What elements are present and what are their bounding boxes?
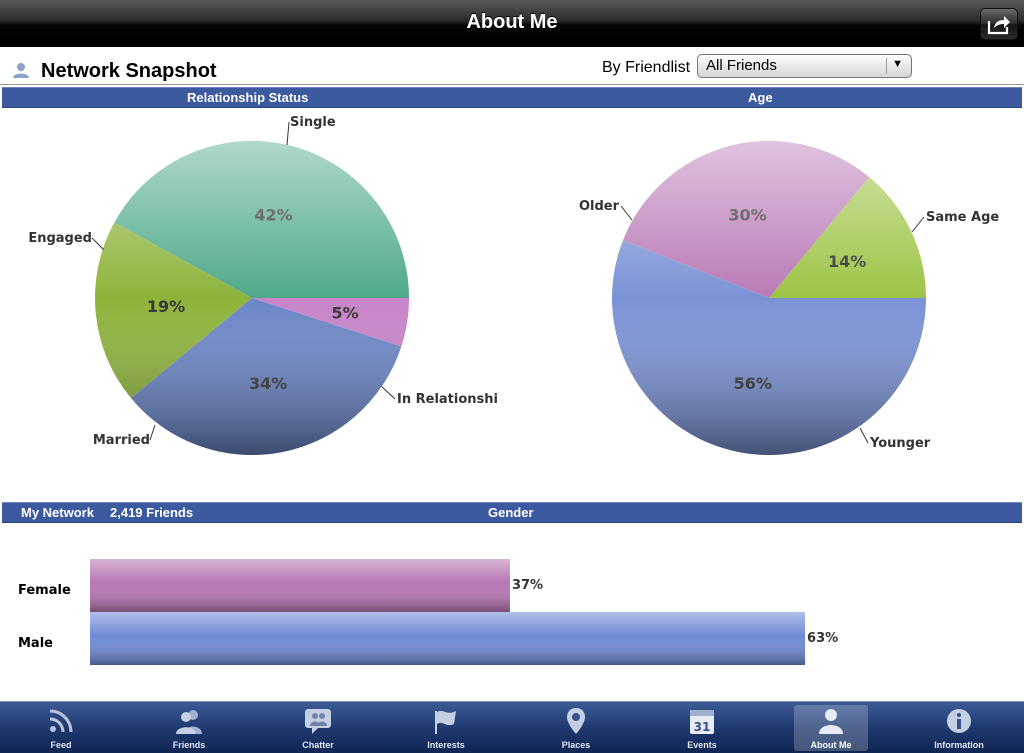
leader-line [149, 424, 156, 441]
tab-feed[interactable]: Feed [24, 705, 98, 751]
gender-heading: Gender [488, 505, 534, 520]
tab-label: Information [934, 740, 984, 750]
pie-label-married: Married [93, 433, 150, 448]
age-heading: Age [748, 90, 773, 105]
gender-bar-chart: Female 37% Male 63% [18, 559, 838, 665]
leader-line [911, 216, 925, 233]
bar-category-male: Male [18, 636, 53, 651]
person-icon [13, 63, 29, 78]
tab-interests[interactable]: Interests [409, 705, 483, 751]
pie-label-engaged: Engaged [28, 231, 92, 246]
snapshot-header: Network Snapshot By Friendlist All Frien… [0, 50, 1024, 85]
tab-friends[interactable]: Friends [152, 705, 226, 751]
friendlist-select-value: All Friends [706, 57, 777, 74]
tab-label: Chatter [302, 740, 334, 750]
tab-information[interactable]: Information [922, 705, 996, 751]
snapshot-title: Network Snapshot [41, 60, 217, 82]
friends-count: 2,419 Friends [110, 505, 194, 520]
share-button[interactable] [980, 8, 1018, 40]
person-icon [819, 709, 843, 734]
share-icon [987, 16, 1010, 35]
bar-value-female: 37% [512, 578, 543, 593]
section-bar-bottom: My Network 2,419 Friends Gender [2, 502, 1022, 523]
tab-bar: Feed Friends Chatter Interests [0, 701, 1024, 753]
friendlist-select[interactable]: All Friends ▼ [697, 54, 912, 78]
pie-label-single: Single [290, 115, 336, 130]
chatter-icon [305, 709, 331, 734]
pie-charts: 42%Single19%In Relationshi34%Married5%En… [28, 115, 999, 455]
pie-shading [612, 141, 926, 455]
tab-places[interactable]: Places [539, 705, 613, 751]
page-title: About Me [466, 11, 558, 33]
tab-label: Places [561, 740, 591, 750]
tab-label: Feed [50, 740, 72, 750]
map-pin-icon [567, 708, 585, 734]
leader-line [859, 427, 869, 444]
flag-icon [435, 710, 456, 734]
relationship-pie: 42%Single19%In Relationshi34%Married5%En… [28, 115, 498, 455]
tab-label: About Me [810, 740, 852, 750]
pie-label-same-age: Same Age [926, 210, 999, 225]
tab-about-me[interactable]: About Me [794, 705, 868, 751]
bar-shading [90, 612, 806, 665]
pie-label-older: Older [579, 199, 620, 214]
chevron-down-icon: ▼ [892, 58, 903, 70]
rss-icon [49, 709, 73, 733]
pie-label-in-relationshi: In Relationshi [397, 392, 498, 407]
calendar-day: 31 [694, 720, 711, 734]
bar-value-male: 63% [807, 631, 838, 646]
leader-line [379, 384, 396, 400]
relationship-status-heading: Relationship Status [187, 90, 309, 105]
pie-label-younger: Younger [869, 436, 931, 451]
age-pie: 14%Same Age30%Younger56%Older [579, 140, 999, 455]
select-divider [886, 58, 887, 74]
navigation-bar: About Me [0, 0, 1024, 47]
my-network-label: My Network [21, 505, 94, 520]
section-bar-top: Relationship Status Age [2, 87, 1022, 108]
tab-events[interactable]: 31 Events [665, 705, 739, 751]
tab-label: Interests [427, 740, 465, 750]
friendlist-label: By Friendlist [602, 59, 691, 76]
bar-shading [90, 559, 510, 612]
leader-line [286, 121, 290, 146]
tab-chatter[interactable]: Chatter [281, 705, 355, 751]
tab-label: Friends [172, 740, 206, 750]
leader-line [620, 205, 633, 221]
pie-shading [95, 141, 409, 455]
calendar-icon: 31 [690, 710, 714, 734]
bar-category-female: Female [18, 583, 71, 598]
tab-label: Events [687, 740, 717, 750]
friends-icon [176, 710, 202, 734]
leader-line [91, 237, 105, 251]
info-icon [947, 709, 971, 733]
